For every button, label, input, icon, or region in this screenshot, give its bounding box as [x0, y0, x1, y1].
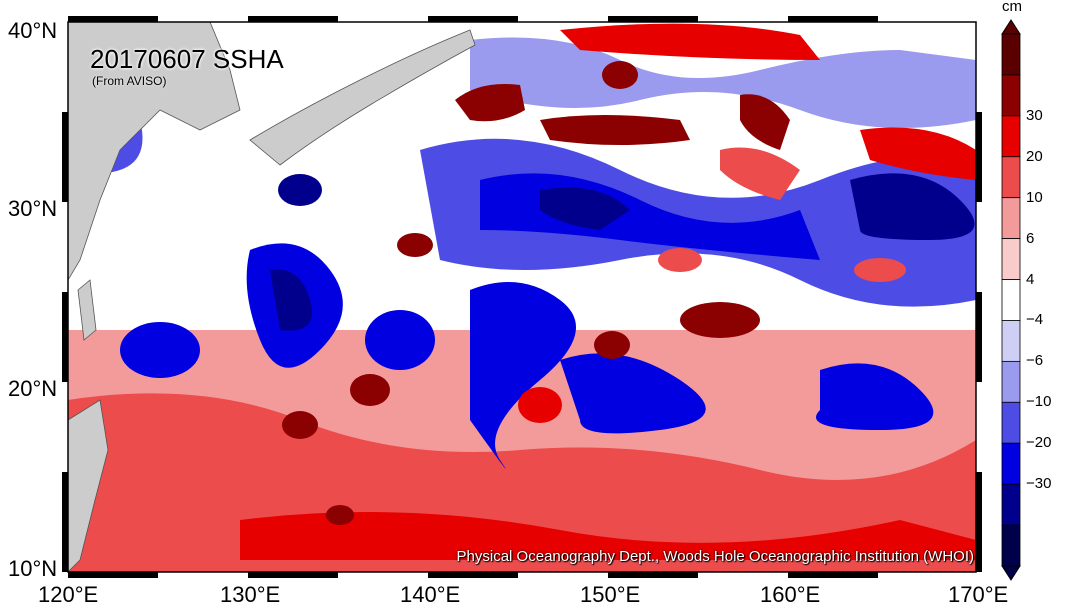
colorbar-segment: [1001, 279, 1021, 321]
colorbar-level-label: 30: [1026, 106, 1043, 124]
warm-band-core: [240, 512, 976, 560]
cold-jet-north: [470, 37, 976, 128]
colorbar-level-label: −20: [1026, 434, 1052, 452]
warm-eddy-o: [326, 505, 354, 525]
colorbar-segment: [1001, 442, 1021, 485]
colorbar-segment: [1001, 238, 1021, 280]
colorbar-level-label: 10: [1026, 188, 1043, 206]
warm-eddy-i: [350, 374, 390, 406]
colorbar: [1001, 19, 1021, 581]
warm-eddy-j: [397, 233, 433, 257]
warm-eddy-g: [680, 302, 760, 338]
cold-core-b: [540, 187, 630, 230]
colorbar-segment: [1001, 320, 1021, 362]
colorbar-level-label: −10: [1026, 393, 1052, 411]
map-subtitle: (From AVISO): [92, 74, 167, 88]
colorbar-segment: [1001, 401, 1021, 444]
cold-lobe-b: [560, 353, 706, 434]
x-tick-160e: 160°E: [760, 582, 821, 607]
y-tick-20n: 20°N: [8, 376, 58, 401]
map-title: 20170607 SSHA: [90, 44, 284, 74]
colorbar-segment: [1001, 156, 1021, 199]
x-tick-140e: 140°E: [400, 582, 461, 607]
y-tick-30n: 30°N: [8, 196, 58, 221]
colorbar-top-arrow: [1001, 19, 1021, 35]
warm-eddy-n: [658, 248, 702, 272]
colorbar-segment: [1001, 74, 1021, 117]
colorbar-level-label: 4: [1026, 270, 1035, 288]
colorbar-segment: [1001, 115, 1021, 158]
warm-eddy-m: [854, 258, 906, 282]
warm-eddy-top: [560, 23, 820, 61]
cold-eddy-b: [278, 174, 322, 206]
colorbar-segment: [1001, 33, 1021, 76]
colorbar-segment: [1001, 483, 1021, 526]
colorbar-segment: [1001, 197, 1021, 240]
colorbar-bottom-arrow: [1001, 565, 1021, 581]
cold-eddy-sw: [120, 322, 200, 378]
ssha-field: [68, 22, 976, 572]
taiwan: [77, 279, 97, 341]
japan: [249, 29, 476, 166]
warm-eddy-a: [455, 84, 525, 122]
philippines: [68, 399, 109, 572]
x-tick-120e: 120°E: [38, 582, 99, 607]
warm-eddy-b: [540, 115, 690, 145]
warm-eddy-c: [740, 94, 790, 150]
colorbar-segment: [1001, 360, 1021, 403]
credit-text: Physical Oceanography Dept., Woods Hole …: [456, 548, 974, 565]
frame-ticks: [62, 16, 982, 578]
colorbar-level-label: 20: [1026, 147, 1043, 165]
cold-lobe-central: [470, 282, 576, 469]
cold-eddy-c: [365, 310, 435, 370]
y-tick-10n: 10°N: [8, 556, 58, 581]
y-tick-40n: 40°N: [8, 18, 58, 43]
warm-eddy-h: [594, 331, 630, 359]
warm-eddy-d: [602, 61, 638, 89]
cold-eddy-west-core: [270, 269, 312, 331]
colorbar-level-label: −4: [1026, 311, 1044, 329]
colorbar-level-label: −30: [1026, 475, 1052, 493]
asia-mainland: [68, 22, 241, 281]
colorbar-segment: [1001, 524, 1021, 567]
colorbar-level-label: −6: [1026, 352, 1044, 370]
colorbar-unit: cm: [1002, 0, 1022, 15]
cold-lobe-east: [816, 363, 934, 430]
x-tick-170e: 170°E: [948, 582, 1009, 607]
warm-eddy-f: [860, 127, 976, 180]
x-tick-150e: 150°E: [580, 582, 641, 607]
warm-eddy-e: [720, 147, 800, 200]
colorbar-level-label: 6: [1026, 229, 1035, 247]
cold-lobe-ne: [850, 173, 975, 240]
x-tick-130e: 130°E: [220, 582, 281, 607]
warm-eddy-k: [282, 411, 318, 439]
warm-eddy-l: [518, 387, 562, 423]
